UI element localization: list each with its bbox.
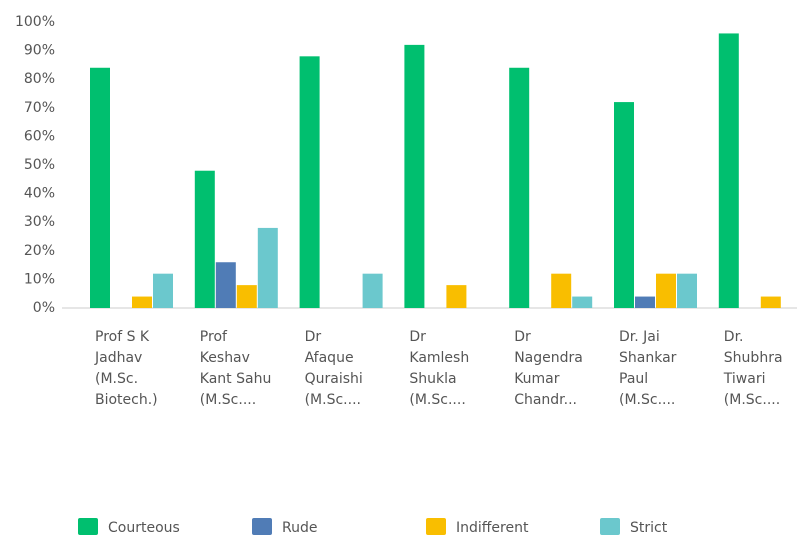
legend-label: Strict: [630, 520, 668, 536]
legend-label: Indifferent: [456, 520, 529, 536]
x-tick-label: Jadhav: [94, 350, 142, 366]
bar: [509, 67, 530, 308]
x-tick-label: Nagendra: [514, 350, 583, 366]
bar: [677, 273, 697, 308]
bar: [215, 262, 236, 308]
x-tick-label: Quraishi: [305, 371, 363, 387]
legend-swatch: [600, 518, 620, 535]
legend-swatch: [78, 518, 98, 535]
y-tick-label: 60%: [24, 128, 55, 144]
bar: [257, 227, 278, 308]
x-tick-label: Shukla: [409, 371, 456, 387]
x-tick-label: Shankar: [619, 350, 677, 366]
y-tick-label: 50%: [24, 157, 55, 173]
x-tick-label: Tiwari: [723, 371, 766, 387]
x-tick-label: (M.Sc.: [95, 371, 138, 387]
x-tick-label: Kamlesh: [409, 350, 469, 366]
x-tick-label: Dr: [305, 329, 322, 345]
x-tick-label: Kumar: [514, 371, 560, 387]
legend-swatch: [426, 518, 446, 535]
legend-label: Courteous: [108, 520, 180, 536]
y-tick-label: 20%: [24, 243, 55, 259]
legend-label: Rude: [282, 520, 317, 536]
x-tick-label: Afaque: [305, 350, 354, 366]
bar: [299, 56, 320, 308]
y-tick-label: 0%: [33, 300, 55, 316]
bar: [153, 273, 173, 308]
x-tick-label: (M.Sc....: [409, 392, 465, 408]
y-tick-label: 80%: [24, 71, 55, 87]
bar: [656, 273, 676, 308]
bar: [635, 296, 655, 308]
bar: [614, 102, 634, 308]
x-tick-label: (M.Sc....: [200, 392, 256, 408]
bar: [90, 67, 110, 308]
bar: [236, 285, 257, 308]
x-tick-label: Prof: [200, 329, 228, 345]
x-tick-label: Dr. Jai: [619, 329, 660, 345]
x-tick-label: Shubhra: [724, 350, 783, 366]
x-tick-label: Keshav: [200, 350, 250, 366]
bar: [551, 273, 572, 308]
bar: [132, 296, 152, 308]
y-tick-label: 70%: [24, 100, 55, 116]
bar: [718, 33, 739, 308]
bar: [194, 170, 215, 308]
y-tick-label: 40%: [24, 186, 55, 202]
x-tick-label: Prof S K: [95, 329, 150, 345]
x-tick-label: Dr: [409, 329, 426, 345]
bar: [446, 285, 467, 308]
y-tick-label: 30%: [24, 214, 55, 230]
x-tick-label: Chandr...: [514, 392, 577, 408]
y-tick-label: 90%: [24, 43, 55, 59]
x-tick-label: Biotech.): [95, 392, 158, 408]
x-tick-label: Dr: [514, 329, 531, 345]
x-tick-label: Dr.: [724, 329, 744, 345]
bar: [362, 273, 383, 308]
y-tick-label: 10%: [24, 271, 55, 287]
bar: [572, 296, 593, 308]
x-tick-label: (M.Sc....: [619, 392, 675, 408]
x-tick-label: (M.Sc....: [305, 392, 361, 408]
bar: [404, 44, 425, 308]
bar: [760, 296, 781, 308]
x-tick-label: Paul: [619, 371, 648, 387]
x-tick-label: Kant Sahu: [200, 371, 272, 387]
x-tick-label: (M.Sc....: [724, 392, 780, 408]
legend-swatch: [252, 518, 272, 535]
y-tick-label: 100%: [15, 14, 55, 30]
